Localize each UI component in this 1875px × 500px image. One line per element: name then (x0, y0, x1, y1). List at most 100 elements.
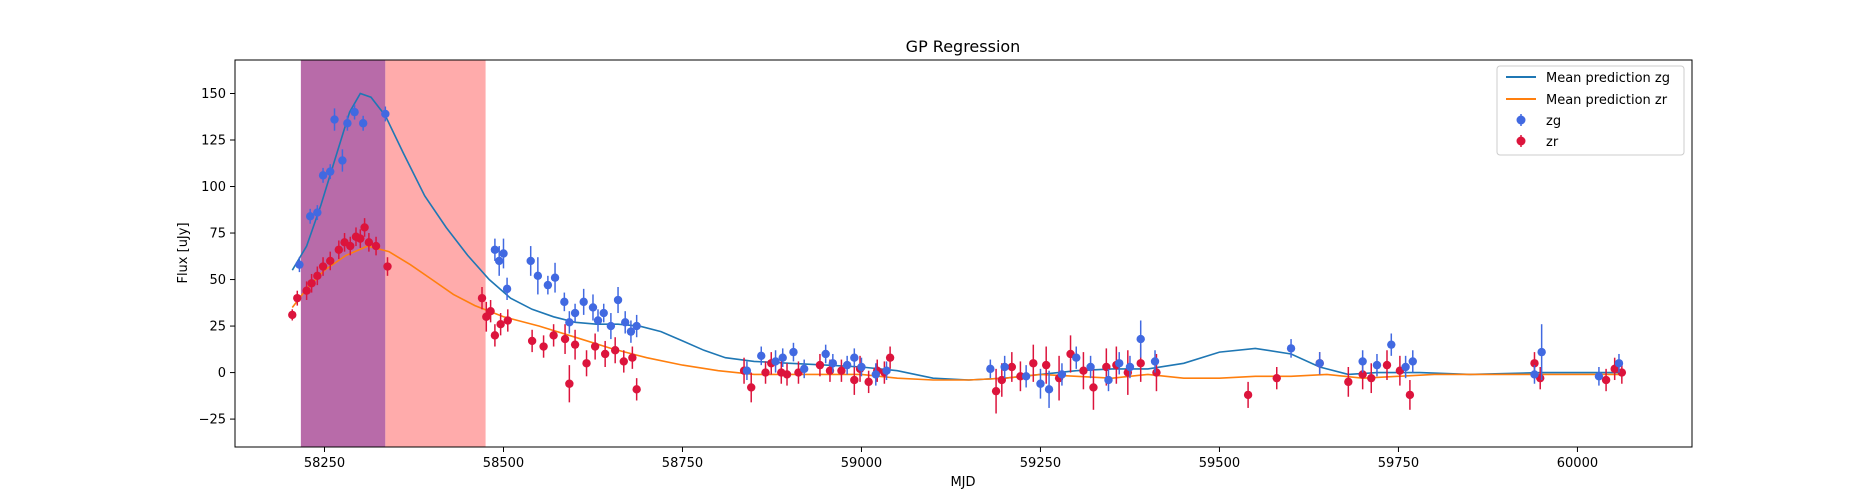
zg-point (828, 359, 838, 368)
zr-point (1152, 368, 1161, 377)
legend-label-zr-points: zr (1546, 135, 1559, 150)
zr-point (825, 366, 835, 375)
zg-point (632, 321, 641, 331)
zr-point (761, 368, 770, 377)
zr-point (1029, 359, 1038, 368)
y-tick-label: 125 (201, 134, 226, 149)
legend-box (1496, 65, 1685, 156)
zg-point (502, 284, 512, 294)
zg-point (850, 353, 859, 362)
zr-point (490, 331, 500, 340)
zr-point (560, 334, 570, 344)
zr-point (1272, 373, 1281, 383)
y-tick-label: 75 (209, 227, 226, 242)
zg-point (821, 349, 830, 359)
zg-point (1372, 360, 1382, 370)
zg-point (1072, 353, 1081, 362)
zg-point (526, 256, 535, 266)
zr-point (318, 262, 328, 271)
zg-point (330, 115, 339, 124)
zr-point (486, 306, 495, 316)
zg-point (1086, 362, 1095, 372)
zr-point (1367, 373, 1376, 383)
zr-point (293, 293, 302, 303)
x-axis-label: MJD (950, 475, 975, 490)
zr-point (600, 349, 610, 359)
zg-point (789, 347, 798, 357)
zg-point (560, 297, 569, 307)
zr-point (477, 293, 487, 303)
x-tick-label: 59500 (1199, 456, 1240, 471)
x-tick-label: 58500 (483, 456, 524, 471)
plot-frame (234, 59, 1693, 448)
zg-mean-line (291, 92, 1621, 381)
zr-point (815, 360, 825, 370)
zr-point (1601, 375, 1611, 385)
zr-point (1382, 360, 1392, 370)
zr-point (1102, 362, 1111, 372)
zr-point (610, 346, 620, 355)
zg-point (550, 273, 560, 282)
x-tick-label: 59750 (1378, 456, 1419, 471)
zr-point (632, 385, 641, 394)
zr-point (288, 310, 297, 320)
zg-point (882, 366, 891, 375)
zr-point (570, 340, 580, 349)
zg-point (593, 316, 603, 325)
zg-point (295, 260, 304, 269)
zr-point (1344, 377, 1353, 387)
legend-swatch-zr-points (1516, 135, 1526, 147)
zr-point (837, 366, 846, 375)
zg-point (1125, 362, 1135, 372)
x-axis: 58250 58500 58750 59000 59250 59500 59750 60000 (304, 447, 1598, 471)
zg-point (1036, 379, 1045, 388)
zg-point (499, 249, 508, 258)
zr-point (991, 386, 1001, 396)
zr-point (1079, 366, 1088, 375)
zr-point (619, 357, 628, 366)
chart-title: GP Regression (906, 37, 1021, 56)
zr-point (850, 375, 859, 385)
zg-point (358, 119, 368, 128)
zr-point (747, 383, 756, 392)
zg-point (1150, 357, 1160, 366)
x-tick-label: 58750 (662, 456, 703, 471)
zg-point (799, 364, 809, 374)
zg-point (986, 364, 995, 374)
zr-mean-line (291, 245, 1621, 381)
legend: Mean prediction zg Mean prediction zr zg… (1496, 65, 1685, 156)
x-tick-label: 59000 (841, 456, 882, 471)
zr-point (503, 316, 512, 325)
zg-point (606, 321, 616, 331)
zg-point (494, 256, 504, 266)
zr-point (628, 353, 637, 362)
zg-point (1136, 334, 1145, 344)
zr-point (565, 379, 574, 388)
zr-point (326, 256, 335, 266)
x-tick-label: 60000 (1557, 456, 1598, 471)
zg-point (1594, 372, 1604, 381)
zg-point (1387, 340, 1396, 349)
zr-point (356, 234, 365, 243)
zr-point (1530, 359, 1539, 368)
zr-point (307, 279, 316, 288)
zg-point (305, 212, 315, 221)
zr-point (1007, 362, 1017, 372)
zr-point (527, 336, 537, 346)
zg-point (599, 308, 608, 318)
zg-point (326, 167, 335, 176)
zg-point (1358, 357, 1367, 366)
zg-point (318, 171, 328, 180)
y-tick-label: 50 (209, 273, 226, 288)
zr-point (1243, 390, 1253, 400)
y-tick-label: 0 (218, 366, 226, 381)
zg-point (1408, 357, 1417, 366)
zg-point (778, 353, 787, 362)
zr-point (885, 353, 895, 362)
legend-swatch-zg-points (1516, 114, 1526, 126)
x-tick-label: 58250 (304, 456, 345, 471)
zr-point (1617, 368, 1627, 377)
y-tick-label: −25 (199, 413, 226, 428)
zr-point (549, 331, 558, 340)
zg-point (338, 156, 347, 165)
